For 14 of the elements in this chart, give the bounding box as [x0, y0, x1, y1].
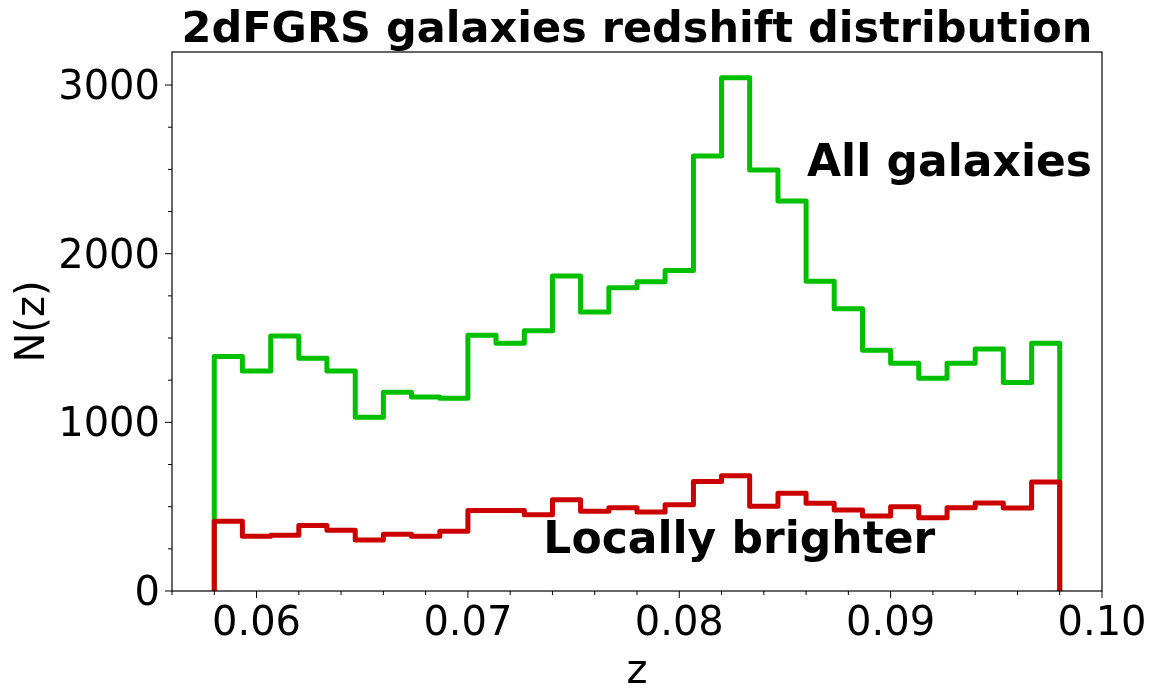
y-tick-label: 3000 — [58, 62, 160, 109]
y-axis-title: N(z) — [7, 280, 53, 363]
x-tick-label: 0.09 — [846, 598, 936, 644]
x-tick-label: 0.10 — [1057, 598, 1147, 644]
y-tick-label: 0 — [134, 568, 160, 614]
series-label: All galaxies — [807, 134, 1092, 186]
chart-title: 2dFGRS galaxies redshift distribution — [181, 2, 1093, 52]
series-label: Locally brighter — [543, 512, 936, 564]
y-tick-label: 2000 — [58, 230, 160, 277]
x-tick-label: 0.08 — [634, 598, 724, 644]
x-tick-label: 0.07 — [423, 598, 513, 644]
x-axis-title: z — [626, 646, 648, 692]
x-tick-label: 0.06 — [212, 598, 302, 644]
y-tick-label: 1000 — [58, 399, 160, 446]
